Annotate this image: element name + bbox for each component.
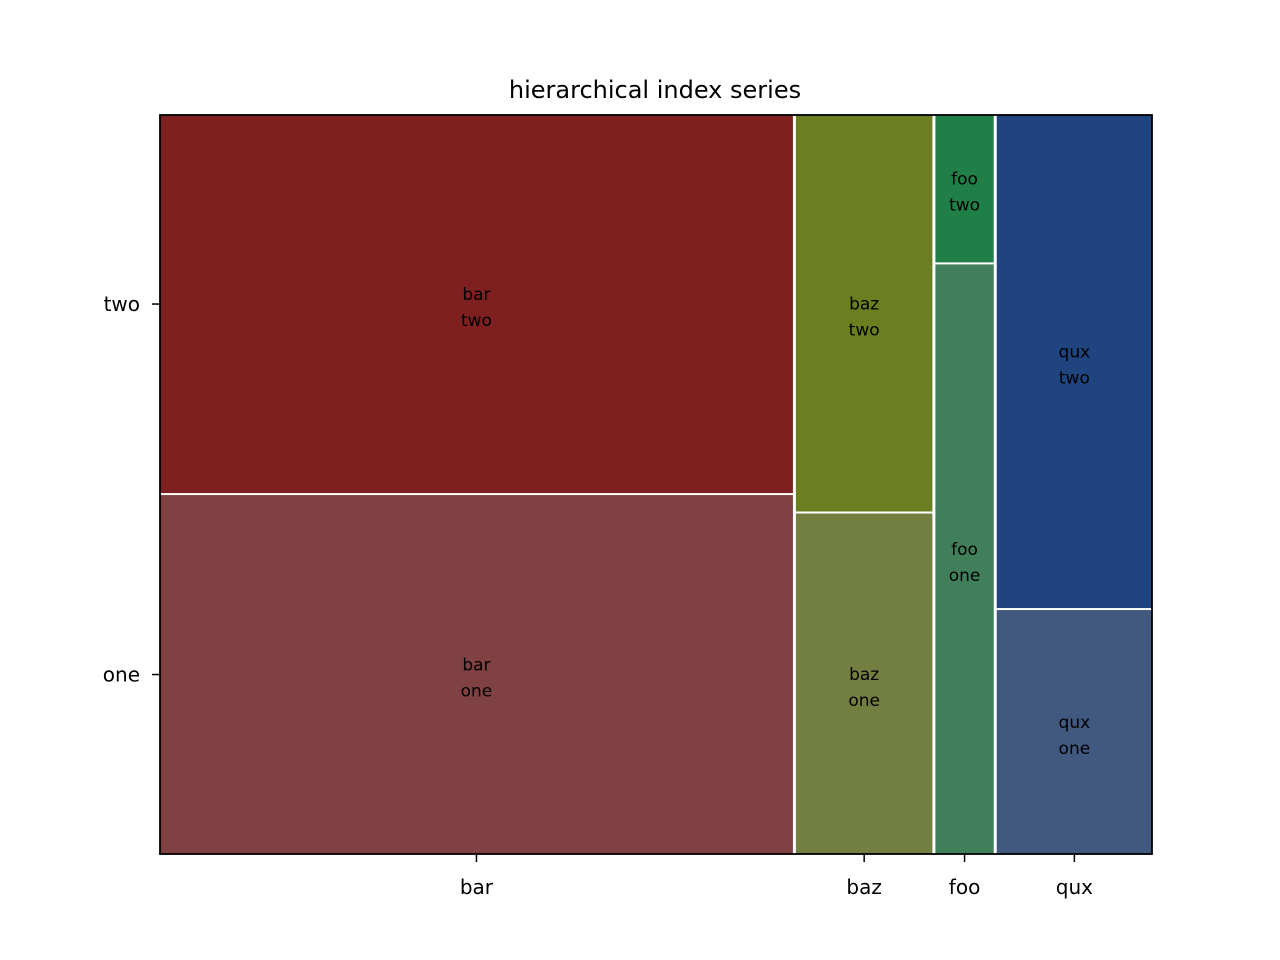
x-tick-label-foo: foo: [949, 875, 981, 899]
tile-baz-one: [795, 513, 933, 854]
tile-label-foo-two: foo two: [949, 170, 980, 216]
chart-title: hierarchical index series: [509, 76, 801, 104]
tile-label-bar-one: bar one: [461, 656, 493, 702]
tile-bar-one: [160, 495, 793, 854]
tile-qux-one: [996, 610, 1152, 854]
tile-foo-one: [935, 264, 994, 854]
tile-label-bar-two: bar two: [461, 285, 492, 331]
y-tick-label-one: one: [103, 663, 140, 687]
tile-bar-two: [160, 115, 793, 494]
x-tick-label-baz: baz: [846, 875, 881, 899]
y-tick-label-two: two: [104, 292, 140, 316]
tile-qux-two: [996, 115, 1152, 609]
tile-label-baz-one: baz one: [848, 665, 880, 711]
tile-label-qux-one: qux one: [1059, 713, 1091, 759]
tile-baz-two: [795, 115, 933, 512]
tile-label-foo-one: foo one: [949, 540, 981, 586]
tiles-layer: [160, 115, 1152, 854]
x-tick-label-bar: bar: [460, 875, 494, 899]
tile-foo-two: [935, 115, 994, 263]
tile-label-baz-two: baz two: [849, 294, 880, 340]
x-tick-label-qux: qux: [1056, 875, 1093, 899]
plot-frame: [159, 114, 1153, 855]
tile-labels-layer: bar one bar two baz one baz two foo one foo two qux o…: [461, 170, 1091, 759]
tile-label-qux-two: qux two: [1059, 343, 1091, 389]
